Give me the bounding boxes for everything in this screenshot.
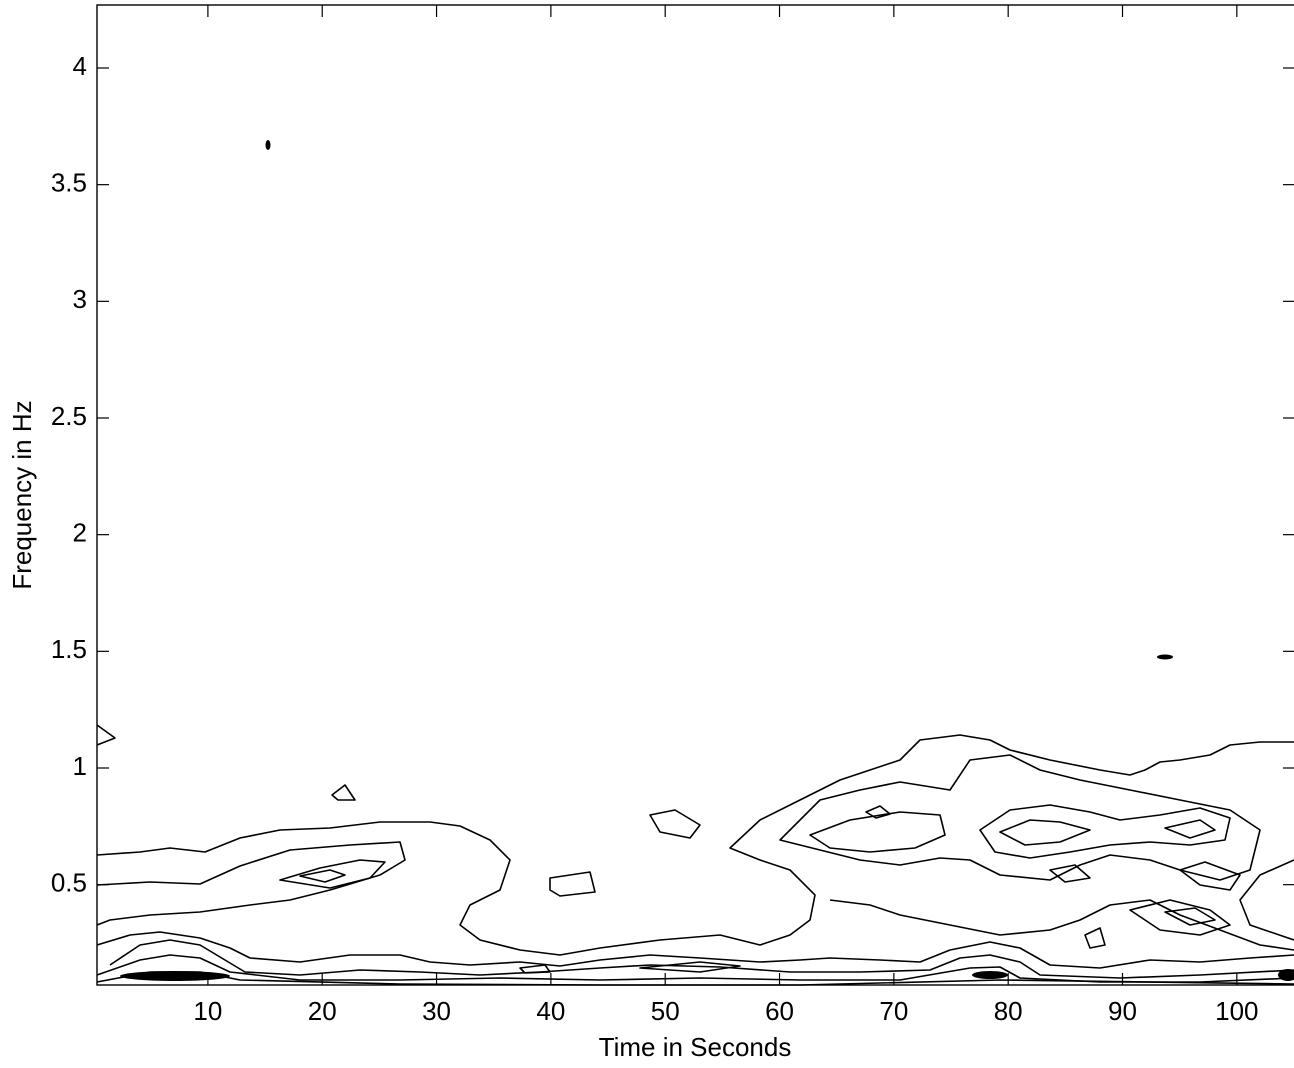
contour [96, 931, 1294, 969]
contour [649, 809, 701, 839]
x-tick-label: 10 [193, 996, 222, 1026]
contour [1164, 819, 1216, 839]
contour [809, 811, 946, 853]
contour [96, 724, 116, 746]
y-tick-label: 4 [73, 51, 87, 81]
contour [279, 859, 386, 889]
contour [1084, 927, 1106, 949]
y-tick-label: 1.5 [51, 634, 87, 664]
contour [96, 954, 1294, 983]
x-tick-label: 30 [422, 996, 451, 1026]
x-tick-label: 40 [536, 996, 565, 1026]
contour [1049, 864, 1091, 883]
contour [1179, 861, 1241, 891]
contour-blob [972, 971, 1008, 979]
contour [1129, 899, 1231, 936]
contour-lines [96, 140, 1294, 986]
contour [865, 805, 891, 819]
contour [779, 754, 1261, 881]
contour [1164, 907, 1216, 926]
contour [109, 939, 1294, 979]
x-tick-label: 50 [651, 996, 680, 1026]
y-tick-label: 2.5 [51, 401, 87, 431]
contour [979, 804, 1231, 859]
x-tick-label: 20 [308, 996, 337, 1026]
contour [639, 961, 741, 973]
contour [519, 964, 551, 974]
x-axis-label: Time in Seconds [599, 1032, 792, 1062]
contour-blob [1157, 654, 1173, 660]
y-tick-label: 3 [73, 284, 87, 314]
y-axis-label: Frequency in Hz [7, 400, 37, 589]
x-tick-label: 80 [994, 996, 1023, 1026]
contour [549, 871, 596, 897]
plot-frame [96, 4, 1294, 986]
x-tick-label: 90 [1108, 996, 1137, 1026]
contour [1239, 859, 1294, 941]
x-tick-label: 100 [1215, 996, 1258, 1026]
y-tick-label: 0.5 [51, 868, 87, 898]
y-tick-label: 1 [73, 751, 87, 781]
x-tick-label: 70 [879, 996, 908, 1026]
contour [999, 819, 1091, 846]
contour [96, 841, 406, 926]
contour-blob [265, 140, 271, 150]
contour-blob [120, 971, 230, 981]
contour [299, 869, 346, 883]
y-tick-label: 3.5 [51, 168, 87, 198]
contour [96, 734, 1294, 956]
contour [829, 899, 1294, 951]
y-tick-label: 2 [73, 518, 87, 548]
contour-blob [1278, 969, 1294, 981]
contour [331, 784, 356, 801]
x-tick-label: 60 [765, 996, 794, 1026]
